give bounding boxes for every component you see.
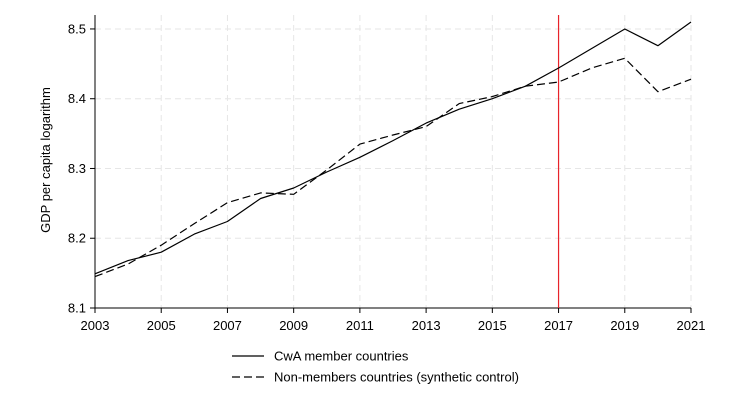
series-group — [94, 21, 692, 278]
x-tick-label-6: 2015 — [478, 318, 507, 333]
series-line-non-members — [94, 57, 692, 278]
legend-label-1: Non-members countries (synthetic control… — [274, 370, 519, 385]
legend: CwA member countries Non-members countrie… — [232, 349, 519, 385]
x-tick-label-2: 2007 — [213, 318, 242, 333]
series-line-cwa-members — [94, 21, 692, 275]
y-tick-label-0: 8.1 — [68, 301, 86, 316]
x-tick-label-1: 2005 — [147, 318, 176, 333]
y-tick-label-2: 8.3 — [68, 161, 86, 176]
legend-label-0: CwA member countries — [274, 349, 409, 364]
y-tick-label-3: 8.4 — [68, 91, 86, 106]
y-tick-label-4: 8.5 — [68, 21, 86, 36]
x-tick-label-5: 2013 — [412, 318, 441, 333]
y-tick-label-1: 8.2 — [68, 231, 86, 246]
x-tick-label-3: 2009 — [279, 318, 308, 333]
tick-labels: 8.1 8.2 8.3 8.4 8.5 2003 2005 2007 2009 2011 2013 2… — [68, 21, 706, 333]
x-tick-label-4: 2011 — [346, 318, 374, 333]
x-tick-label-8: 2019 — [610, 318, 639, 333]
x-tick-label-7: 2017 — [544, 318, 573, 333]
axes — [90, 15, 692, 313]
x-tick-label-9: 2021 — [677, 318, 706, 333]
x-tick-label-0: 2003 — [81, 318, 110, 333]
y-axis-title: GDP per capita logarithm — [38, 87, 53, 233]
